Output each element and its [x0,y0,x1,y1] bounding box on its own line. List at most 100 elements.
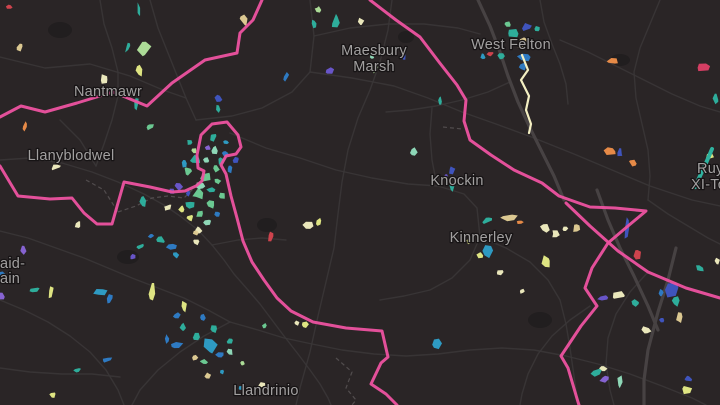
parcel-polygon-royal[interactable] [659,318,665,323]
parcel-polygon-teal[interactable] [136,243,144,250]
parcel-polygon-blue[interactable] [164,334,170,344]
parcel-polygon-yellow[interactable] [466,237,472,245]
parcel-polygon-violet[interactable] [0,292,5,300]
parcel-polygon-green[interactable] [196,210,203,217]
parcel-polygon-blue[interactable] [106,294,113,304]
parcel-polygon-cyan[interactable] [93,289,108,296]
parcel-polygon-teal[interactable] [226,338,233,344]
parcel-polygon-orange[interactable] [22,121,27,132]
parcel-polygon-cream[interactable] [302,221,314,229]
parcel-polygon-cream[interactable] [357,17,365,25]
parcel-polygon-teal[interactable] [534,26,540,32]
parcel-polygon-cyan[interactable] [480,53,486,60]
parcel-polygon-yellow[interactable] [49,392,56,398]
parcel-polygon-cream[interactable] [714,257,720,265]
parcel-polygon-green[interactable] [199,359,209,364]
parcel-polygon-yellow[interactable] [181,300,187,313]
parcel-polygon-green[interactable] [192,188,204,200]
parcel-polygon-cyan[interactable] [238,386,244,390]
parcel-polygon-blue[interactable] [172,312,181,319]
parcel-polygon-red[interactable] [633,250,642,260]
parcel-polygon-purple[interactable] [597,295,609,301]
parcel-polygon-mint[interactable] [203,219,212,226]
parcel-polygon-teal[interactable] [192,332,200,341]
parcel-polygon-teal[interactable] [73,368,81,373]
parcel-polygon-khaki[interactable] [239,14,248,26]
parcel-polygon-blue[interactable] [200,313,206,321]
parcel-polygon-teal[interactable] [210,325,217,333]
parcel-polygon-khaki[interactable] [16,43,23,52]
parcel-polygon-green[interactable] [504,21,511,27]
parcel-polygon-purple[interactable] [325,67,335,74]
parcel-polygon-mint[interactable] [203,157,210,163]
parcel-polygon-teal[interactable] [590,368,602,377]
parcel-polygon-teal[interactable] [482,217,492,225]
parcel-polygon-royal[interactable] [684,375,693,382]
parcel-polygon-blue[interactable] [227,165,233,174]
parcel-polygon-yellow[interactable] [178,205,185,213]
parcel-polygon-yellow[interactable] [476,252,484,259]
parcel-polygon-purple[interactable] [130,253,136,260]
parcel-polygon-teal[interactable] [696,265,704,272]
parcel-polygon-cream[interactable] [100,74,108,84]
parcel-polygon-royal[interactable] [665,282,679,298]
parcel-polygon-cream[interactable] [562,226,569,231]
parcel-polygon-cream[interactable] [612,291,625,299]
parcel-polygon-yellow[interactable] [186,214,194,222]
parcel-polygon-cyan[interactable] [181,160,187,168]
parcel-polygon-khaki[interactable] [573,224,581,232]
parcel-polygon-khaki[interactable] [500,214,518,222]
parcel-polygon-cream[interactable] [163,204,172,211]
parcel-polygon-violet[interactable] [204,145,211,150]
parcel-polygon-teal[interactable] [185,201,195,209]
parcel-polygon-blue[interactable] [214,211,221,217]
parcel-polygon-green[interactable] [146,124,154,131]
parcel-polygon-cream[interactable] [496,270,504,276]
parcel-polygon-teal[interactable] [210,134,217,142]
parcel-polygon-purple[interactable] [174,183,184,191]
parcel-polygon-violet[interactable] [20,245,27,255]
parcel-polygon-cream[interactable] [519,288,525,294]
parcel-polygon-cream[interactable] [294,320,300,326]
parcel-polygon-teal[interactable] [156,236,165,243]
parcel-polygon-blue[interactable] [215,352,224,358]
parcel-polygon-royal[interactable] [522,23,532,31]
parcel-polygon-yellow[interactable] [148,283,156,301]
parcel-polygon-cyan[interactable] [223,140,229,145]
parcel-polygon-mint[interactable] [617,375,623,389]
parcel-polygon-yellow[interactable] [316,217,322,226]
parcel-polygon-blue[interactable] [171,342,184,349]
parcel-polygon-cream[interactable] [641,326,652,334]
parcel-polygon-orange[interactable] [606,58,618,64]
parcel-polygon-orange[interactable] [516,220,524,224]
linear-feature-cream[interactable] [519,53,533,135]
parcel-polygon-khaki[interactable] [192,354,199,361]
parcel-polygon-mint[interactable] [369,55,375,59]
parcel-polygon-blue[interactable] [658,289,664,297]
parcel-polygon-yellow[interactable] [682,386,693,395]
parcel-polygon-teal[interactable] [497,53,505,60]
parcel-polygon-royal[interactable] [214,94,223,102]
parcel-polygon-mint[interactable] [211,145,218,155]
parcel-polygon-mint[interactable] [410,147,418,156]
parcel-polygon-orange[interactable] [603,147,616,155]
parcel-polygon-green[interactable] [213,165,220,173]
parcel-polygon-mint[interactable] [226,348,233,355]
parcel-polygon-cream[interactable] [51,164,61,171]
parcel-polygon-teal[interactable] [438,96,442,105]
parcel-polygon-teal[interactable] [631,299,639,307]
parcel-polygon-khaki[interactable] [517,37,530,48]
parcel-polygon-lgreen[interactable] [314,6,322,13]
parcel-polygon-blue[interactable] [0,271,6,278]
parcel-polygon-red[interactable] [5,4,13,9]
parcel-polygon-yellow[interactable] [541,255,550,268]
parcel-polygon-green[interactable] [206,200,215,209]
parcel-polygon-teal[interactable] [179,322,186,331]
parcel-polygon-red[interactable] [268,231,274,242]
parcel-polygon-teal[interactable] [449,183,455,192]
parcel-polygon-teal[interactable] [139,196,147,207]
parcel-polygon-khaki[interactable] [676,312,683,323]
parcel-polygon-blue[interactable] [147,233,155,239]
